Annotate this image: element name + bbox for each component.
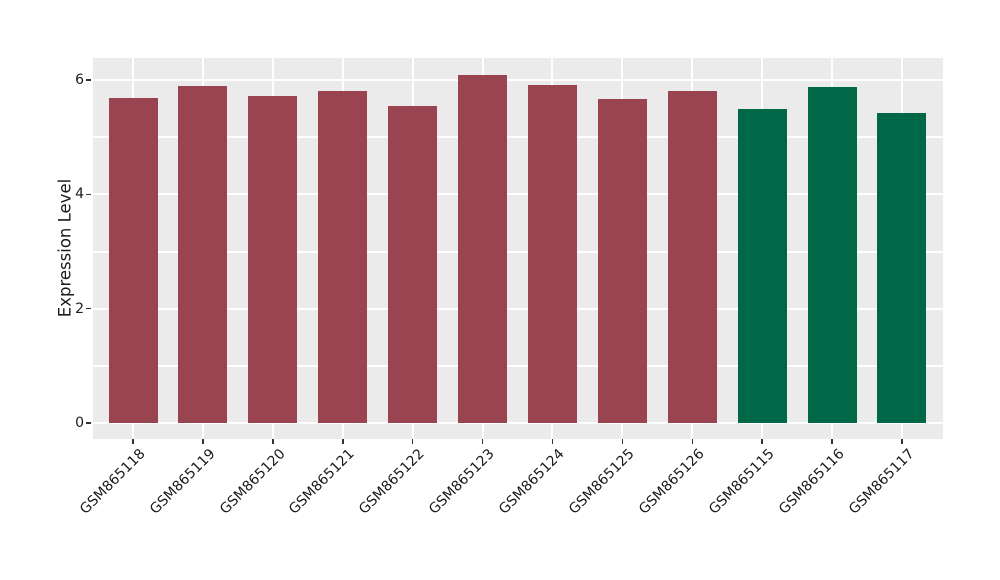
gridline-horizontal-2	[93, 307, 943, 310]
plot-area	[93, 58, 943, 439]
x-tick-label-GSM865118: GSM865118	[76, 446, 149, 518]
gridline-horizontal-0	[93, 422, 943, 424]
x-tick-mark-GSM865117	[901, 439, 903, 444]
x-tick-mark-GSM865118	[132, 439, 134, 444]
y-tick-mark-2	[86, 307, 91, 310]
bar-GSM865125	[597, 98, 647, 423]
x-tick-mark-GSM865121	[342, 439, 344, 444]
gridline-horizontal-3	[93, 250, 943, 253]
bar-GSM865124	[527, 84, 577, 423]
y-tick-label-6: 6	[75, 72, 84, 88]
x-tick-mark-GSM865116	[831, 439, 833, 444]
x-tick-mark-GSM865123	[481, 439, 484, 444]
y-tick-mark-0	[86, 422, 91, 424]
x-tick-label-GSM865125: GSM865125	[566, 446, 638, 518]
gridline-horizontal-5	[93, 136, 943, 139]
y-tick-mark-4	[86, 193, 91, 196]
bar-GSM865116	[807, 87, 857, 423]
bar-GSM865115	[737, 108, 787, 423]
x-tick-label-GSM865124: GSM865124	[496, 446, 568, 518]
x-tick-mark-GSM865126	[691, 439, 693, 444]
bar-GSM865122	[388, 105, 438, 423]
y-tick-label-0: 0	[75, 415, 84, 431]
bar-GSM865126	[667, 90, 717, 423]
gridline-horizontal-4	[93, 193, 943, 196]
x-tick-label-GSM865116: GSM865116	[775, 446, 848, 518]
x-tick-mark-GSM865122	[411, 439, 414, 444]
bar-GSM865121	[318, 90, 368, 423]
x-tick-label-GSM865123: GSM865123	[426, 446, 498, 518]
gridline-horizontal-6	[93, 79, 943, 81]
x-tick-label-GSM865115: GSM865115	[705, 446, 778, 518]
bar-GSM865123	[458, 74, 507, 423]
x-tick-mark-GSM865115	[761, 439, 763, 444]
x-tick-label-GSM865119: GSM865119	[146, 446, 219, 518]
bar-GSM865118	[108, 97, 158, 423]
x-tick-mark-GSM865119	[202, 439, 204, 444]
bar-GSM865117	[877, 112, 927, 423]
x-tick-label-GSM865121: GSM865121	[286, 446, 359, 518]
x-tick-label-GSM865120: GSM865120	[216, 446, 289, 518]
x-tick-label-GSM865122: GSM865122	[356, 446, 428, 518]
x-tick-mark-GSM865125	[621, 439, 624, 444]
x-tick-label-GSM865126: GSM865126	[635, 446, 708, 518]
bar-GSM865119	[178, 85, 228, 423]
bar-GSM865120	[248, 96, 298, 423]
y-tick-label-4: 4	[75, 186, 84, 203]
x-tick-mark-GSM865124	[551, 439, 554, 444]
y-tick-label-2: 2	[75, 300, 84, 317]
gridline-horizontal-1	[93, 364, 943, 367]
x-tick-label-GSM865117: GSM865117	[845, 446, 918, 518]
x-tick-mark-GSM865120	[272, 439, 274, 444]
y-tick-mark-6	[86, 79, 91, 81]
